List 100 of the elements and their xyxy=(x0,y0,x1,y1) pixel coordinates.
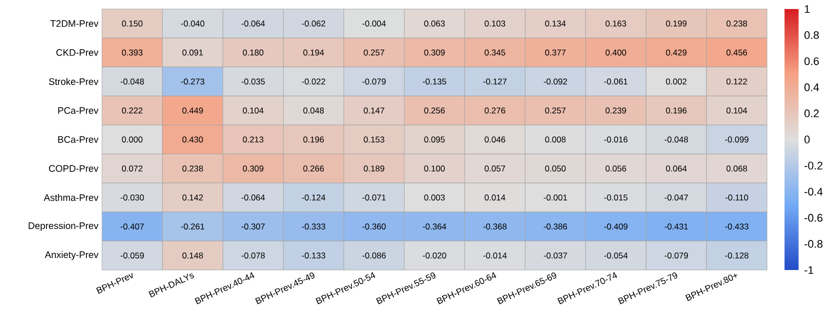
color-bar-label: 0 xyxy=(804,136,810,144)
data-label: -0.037 xyxy=(544,252,567,258)
data-label: -0.048 xyxy=(120,78,144,84)
data-label: 0.180 xyxy=(242,50,264,56)
data-label: -0.127 xyxy=(483,78,507,84)
color-bar-label: -0.6 xyxy=(804,214,822,222)
data-label: -0.062 xyxy=(302,20,326,26)
data-label: 0.276 xyxy=(484,108,506,114)
data-label: 0.046 xyxy=(484,136,506,142)
data-label: -0.079 xyxy=(664,252,688,258)
data-label: -0.135 xyxy=(422,78,446,84)
color-bar-label: 1 xyxy=(804,5,810,13)
data-label: 0.000 xyxy=(122,136,142,142)
data-label: 0.002 xyxy=(666,78,686,84)
data-label: -0.047 xyxy=(664,194,688,200)
data-label: 0.456 xyxy=(726,50,748,56)
data-label: 0.163 xyxy=(606,20,626,26)
data-label: 0.150 xyxy=(122,20,142,26)
data-label: 0.003 xyxy=(424,194,445,200)
data-label: 0.103 xyxy=(484,20,506,26)
data-label: 0.057 xyxy=(484,166,506,172)
data-label: 0.222 xyxy=(122,108,142,114)
y-tick-label: PCa-Prev xyxy=(58,107,98,114)
data-label: 0.153 xyxy=(364,136,384,142)
data-label: -0.030 xyxy=(120,194,144,200)
data-label: 0.008 xyxy=(545,136,566,142)
data-label: -0.059 xyxy=(120,252,144,258)
data-label: 0.377 xyxy=(545,50,566,56)
data-label: 0.430 xyxy=(182,136,203,142)
data-label: -0.407 xyxy=(120,224,144,230)
data-label: 0.196 xyxy=(303,136,324,142)
data-label: -0.022 xyxy=(302,78,326,84)
y-tick-label: Depression-Prev xyxy=(28,222,98,231)
data-label: -0.079 xyxy=(362,78,386,84)
data-label: -0.368 xyxy=(483,224,507,230)
color-bar-label: 0.8 xyxy=(804,31,819,39)
data-label: -0.054 xyxy=(604,252,628,258)
color-bar-label: -0.2 xyxy=(804,162,822,170)
y-tick-label: COPD-Prev xyxy=(49,165,98,172)
data-label: 0.400 xyxy=(606,50,626,56)
data-label: -0.133 xyxy=(302,252,326,258)
data-label: 0.449 xyxy=(182,108,203,114)
data-label: -0.015 xyxy=(604,194,628,200)
data-label: 0.100 xyxy=(424,166,445,172)
color-bar-label: -0.8 xyxy=(804,240,822,248)
data-label: 0.194 xyxy=(303,50,324,56)
data-label: -0.092 xyxy=(544,78,567,84)
data-label: 0.257 xyxy=(364,50,384,56)
data-label: 0.345 xyxy=(484,50,506,56)
data-label: 0.238 xyxy=(726,20,748,26)
data-label: -0.078 xyxy=(242,252,265,258)
data-label: -0.110 xyxy=(725,194,748,200)
data-label: -0.099 xyxy=(725,136,748,142)
data-label: 0.104 xyxy=(242,108,264,114)
data-label: -0.061 xyxy=(604,78,628,84)
data-label: -0.128 xyxy=(725,252,748,258)
data-label: -0.071 xyxy=(362,194,386,200)
data-label: 0.063 xyxy=(424,20,445,26)
data-label: -0.048 xyxy=(664,136,688,142)
data-label: 0.072 xyxy=(122,166,142,172)
data-label: 0.122 xyxy=(726,78,747,84)
data-label: 0.050 xyxy=(545,166,566,172)
data-label: -0.364 xyxy=(422,224,446,230)
data-label: 0.147 xyxy=(364,108,384,114)
data-label: 0.056 xyxy=(606,166,626,172)
y-tick-label: T2DM-Prev xyxy=(50,20,98,27)
color-bar-label: -1 xyxy=(804,266,814,274)
y-tick-label: Asthma-Prev xyxy=(44,194,98,201)
color-bar-label: 0.4 xyxy=(804,83,819,92)
data-label: 0.257 xyxy=(545,108,566,114)
data-label: -0.124 xyxy=(302,194,326,200)
data-label: -0.035 xyxy=(242,78,265,84)
data-label: -0.261 xyxy=(181,224,204,230)
data-label: 0.393 xyxy=(122,50,142,56)
data-label: 0.196 xyxy=(666,108,687,114)
data-label: 0.064 xyxy=(666,166,687,172)
color-bar-label: -0.4 xyxy=(804,188,823,196)
data-label: 0.189 xyxy=(364,166,384,172)
data-label: 0.048 xyxy=(303,108,324,114)
data-label: -0.386 xyxy=(544,224,568,230)
y-tick-label: CKD-Prev xyxy=(56,49,98,56)
data-label: -0.360 xyxy=(362,224,386,230)
data-label: 0.014 xyxy=(484,194,506,200)
y-tick-label: Anxiety-Prev xyxy=(44,251,98,260)
data-label: -0.273 xyxy=(181,78,204,84)
data-label: -0.307 xyxy=(242,224,265,230)
data-label: 0.213 xyxy=(242,136,264,142)
data-label: -0.016 xyxy=(604,136,628,142)
data-label: -0.431 xyxy=(664,224,688,230)
data-label: -0.333 xyxy=(302,224,326,230)
data-label: -0.064 xyxy=(242,194,265,200)
color-bar-label: 0.2 xyxy=(804,110,819,118)
color-bar-label: 0.6 xyxy=(804,57,819,66)
data-label: 0.199 xyxy=(666,20,687,26)
data-label: -0.014 xyxy=(483,252,507,258)
data-label: 0.148 xyxy=(182,252,203,258)
data-label: 0.309 xyxy=(424,50,445,56)
data-label: -0.409 xyxy=(604,224,628,230)
data-label: 0.309 xyxy=(242,166,264,172)
data-label: -0.001 xyxy=(544,194,568,200)
